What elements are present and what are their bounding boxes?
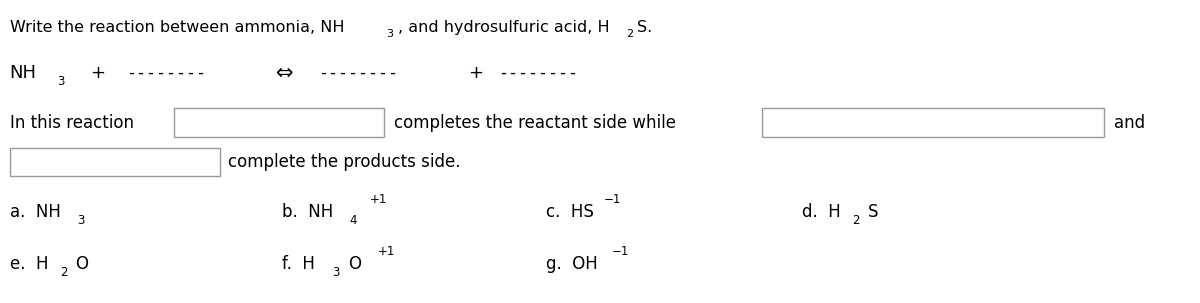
Text: completes the reactant side while: completes the reactant side while — [394, 114, 676, 132]
Text: +1: +1 — [370, 194, 386, 206]
Text: and: and — [1114, 114, 1145, 132]
FancyBboxPatch shape — [10, 148, 220, 176]
Text: , and hydrosulfuric acid, H: , and hydrosulfuric acid, H — [398, 20, 610, 35]
Text: In this reaction: In this reaction — [10, 114, 133, 132]
Text: 2: 2 — [60, 266, 67, 278]
FancyBboxPatch shape — [762, 108, 1104, 137]
Text: 3: 3 — [58, 75, 65, 88]
Text: c.  HS: c. HS — [546, 203, 594, 221]
Text: 2: 2 — [626, 29, 632, 39]
Text: b.  NH: b. NH — [282, 203, 334, 221]
Text: --------: -------- — [126, 64, 206, 82]
Text: 4: 4 — [349, 214, 356, 227]
Text: complete the products side.: complete the products side. — [228, 153, 461, 171]
Text: g.  OH: g. OH — [546, 255, 598, 273]
Text: S.: S. — [637, 20, 653, 35]
Text: O: O — [348, 255, 361, 273]
Text: 3: 3 — [386, 29, 392, 39]
Text: a.  NH: a. NH — [10, 203, 60, 221]
Text: −1: −1 — [604, 194, 620, 206]
Text: --------: -------- — [318, 64, 398, 82]
Text: 3: 3 — [77, 214, 84, 227]
Text: +: + — [468, 64, 482, 82]
Text: +: + — [90, 64, 106, 82]
Text: O: O — [76, 255, 89, 273]
Text: ⇔: ⇔ — [276, 63, 294, 83]
Text: --------: -------- — [498, 64, 578, 82]
Text: 2: 2 — [852, 214, 859, 227]
Text: −1: −1 — [612, 245, 629, 258]
Text: e.  H: e. H — [10, 255, 48, 273]
Text: 3: 3 — [332, 266, 340, 278]
Text: NH: NH — [10, 64, 37, 82]
Text: +1: +1 — [378, 245, 395, 258]
Text: Write the reaction between ammonia, NH: Write the reaction between ammonia, NH — [10, 20, 344, 35]
Text: d.  H: d. H — [802, 203, 840, 221]
Text: S: S — [868, 203, 878, 221]
FancyBboxPatch shape — [174, 108, 384, 137]
Text: f.  H: f. H — [282, 255, 314, 273]
